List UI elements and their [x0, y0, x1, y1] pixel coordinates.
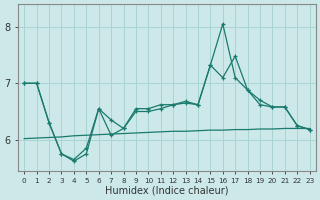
X-axis label: Humidex (Indice chaleur): Humidex (Indice chaleur): [105, 186, 229, 196]
